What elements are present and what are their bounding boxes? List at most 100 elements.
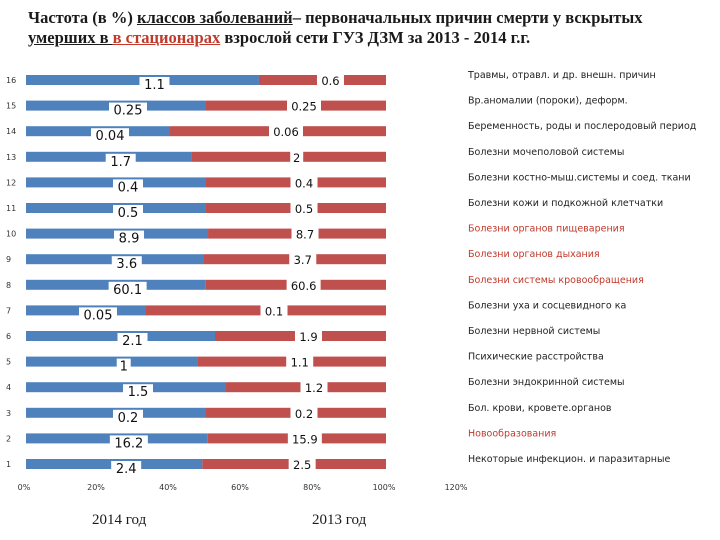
row-number: 4: [6, 383, 11, 392]
data-label-2014: 60.1: [113, 283, 142, 298]
data-label-bg: [123, 384, 153, 400]
data-label-bg: [287, 432, 322, 447]
category-label: Травмы, отравл. и др. внешн. причин: [467, 70, 656, 81]
data-label-bg: [295, 330, 322, 344]
data-label-2013: 0.06: [273, 125, 299, 139]
category-label: Вр.аномалии (пороки), деформ.: [468, 96, 628, 107]
data-label-bg: [111, 461, 142, 476]
data-label-2014: 8.9: [119, 232, 140, 247]
row-number: 16: [6, 76, 16, 85]
data-label-bg: [300, 381, 328, 396]
row-number: 10: [6, 230, 16, 239]
data-label-2013: 1.9: [299, 330, 317, 344]
legend-2014: 2014 год: [92, 512, 147, 528]
data-label-bg: [116, 358, 131, 374]
data-label-bg: [316, 74, 344, 88]
data-label-bg: [288, 458, 316, 472]
x-tick-label: 100%: [373, 483, 396, 492]
data-label-2014: 0.05: [84, 308, 113, 323]
row-number: 9: [6, 255, 11, 264]
data-label-bg: [289, 253, 317, 268]
category-label: Новообразования: [468, 428, 556, 439]
data-label-bg: [79, 307, 117, 323]
data-label-bg: [260, 304, 288, 319]
data-label-bg: [286, 355, 314, 370]
data-label-bg: [290, 150, 304, 165]
data-label-bg: [291, 227, 319, 242]
category-label: Бол. крови, кровете.органов: [468, 403, 612, 414]
data-label-2013: 0.25: [291, 100, 317, 114]
bar-2013: [191, 151, 386, 162]
data-label-2013: 1.1: [291, 356, 309, 370]
data-label-2014: 1.1: [144, 78, 165, 93]
data-label-2014: 1.7: [110, 155, 131, 170]
data-label-bg: [290, 406, 318, 421]
category-label: Болезни эндокринной системы: [468, 377, 625, 388]
data-label-2014: 1: [120, 360, 128, 375]
x-tick-label: 120%: [445, 483, 468, 492]
data-label-2013: 2.5: [293, 458, 311, 472]
data-label-bg: [113, 179, 143, 195]
row-number: 5: [6, 358, 11, 367]
category-label: Некоторые инфекцион. и паразитарные: [468, 454, 670, 465]
category-label: Болезни мочеполовой системы: [468, 147, 624, 158]
title-line-1: Частота (в %) классов заболеваний– перво…: [28, 8, 718, 28]
data-label-2013: 1.2: [305, 381, 323, 395]
title-text: Частота (в %): [28, 8, 137, 27]
data-label-2014: 0.5: [118, 206, 139, 221]
row-number: 2: [6, 434, 11, 443]
data-label-bg: [108, 281, 147, 297]
x-tick-label: 20%: [87, 483, 105, 492]
title-text-red: в стационарах: [112, 28, 221, 47]
data-label-2014: 0.25: [114, 104, 143, 119]
row-number: 12: [6, 178, 16, 187]
bar-2014: [26, 356, 198, 367]
data-label-bg: [91, 128, 129, 144]
data-label-2014: 2.1: [122, 334, 143, 349]
data-label-bg: [290, 176, 318, 191]
data-label-2013: 8.7: [296, 228, 314, 242]
category-label: Болезни органов пищеварения: [468, 224, 625, 235]
category-label: Беременность, роды и послеродовый период: [468, 121, 697, 132]
data-label-bg: [290, 202, 318, 216]
data-label-2013: 0.6: [321, 74, 339, 88]
data-label-2013: 0.4: [295, 176, 313, 190]
title-text-underlined: классов заболеваний: [136, 8, 293, 27]
x-tick-label: 0%: [18, 483, 31, 492]
category-label: Психические расстройства: [468, 352, 604, 363]
row-number: 13: [6, 153, 16, 162]
row-number: 8: [6, 281, 11, 290]
title-text: взрослой сети ГУЗ ДЗМ за 2013 - 2014 г.г…: [220, 28, 531, 47]
category-label: Болезни костно-мыш.системы и соед. ткани: [468, 172, 691, 183]
x-tick-label: 80%: [303, 483, 321, 492]
row-number: 3: [6, 409, 11, 418]
data-label-2014: 1.5: [128, 385, 149, 400]
row-number: 11: [6, 204, 16, 213]
data-label-bg: [139, 77, 170, 92]
data-label-bg: [109, 435, 148, 451]
row-number: 1: [6, 460, 11, 469]
data-label-2014: 0.04: [96, 129, 125, 144]
x-tick-label: 40%: [159, 483, 177, 492]
data-label-bg: [113, 205, 143, 220]
data-label-bg: [109, 102, 147, 118]
category-label: Болезни кожи и подкожной клетчатки: [468, 198, 663, 209]
data-label-2013: 3.7: [294, 253, 312, 267]
data-label-2013: 15.9: [292, 432, 318, 446]
data-label-bg: [114, 230, 145, 246]
data-label-2014: 2.4: [116, 462, 137, 477]
data-label-bg: [113, 409, 143, 425]
data-label-bg: [287, 99, 321, 114]
data-label-bg: [269, 125, 303, 140]
data-label-2014: 0.4: [118, 180, 139, 195]
row-number: 14: [6, 127, 16, 136]
data-label-2013: 60.6: [291, 279, 317, 293]
title-text: – первоначальных причин смерти у вскрыты…: [292, 8, 643, 27]
title-text-underlined: умерших в: [28, 28, 113, 47]
data-label-2013: 0.5: [295, 202, 313, 216]
chart-title: Частота (в %) классов заболеваний– перво…: [28, 8, 718, 48]
data-label-2013: 0.1: [265, 304, 283, 318]
category-label: Болезни уха и сосцевидного ка: [468, 300, 626, 311]
row-number: 6: [6, 332, 11, 341]
